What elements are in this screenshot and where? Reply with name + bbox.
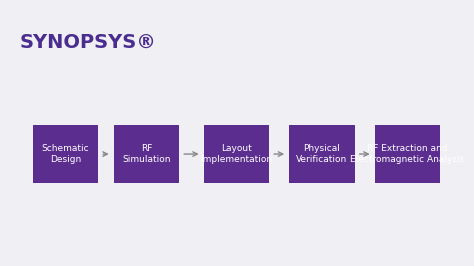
FancyBboxPatch shape bbox=[114, 125, 179, 183]
Text: RF Extraction and
Electromagnetic Analysis: RF Extraction and Electromagnetic Analys… bbox=[350, 144, 465, 164]
FancyBboxPatch shape bbox=[375, 125, 440, 183]
Text: Layout
Implementation: Layout Implementation bbox=[201, 144, 273, 164]
Text: RF
Simulation: RF Simulation bbox=[122, 144, 171, 164]
FancyBboxPatch shape bbox=[33, 125, 98, 183]
FancyBboxPatch shape bbox=[289, 125, 355, 183]
Text: SYNOPSYS®: SYNOPSYS® bbox=[19, 33, 156, 52]
Text: Physical
Verification: Physical Verification bbox=[296, 144, 347, 164]
FancyBboxPatch shape bbox=[204, 125, 269, 183]
Text: Schematic
Design: Schematic Design bbox=[42, 144, 89, 164]
